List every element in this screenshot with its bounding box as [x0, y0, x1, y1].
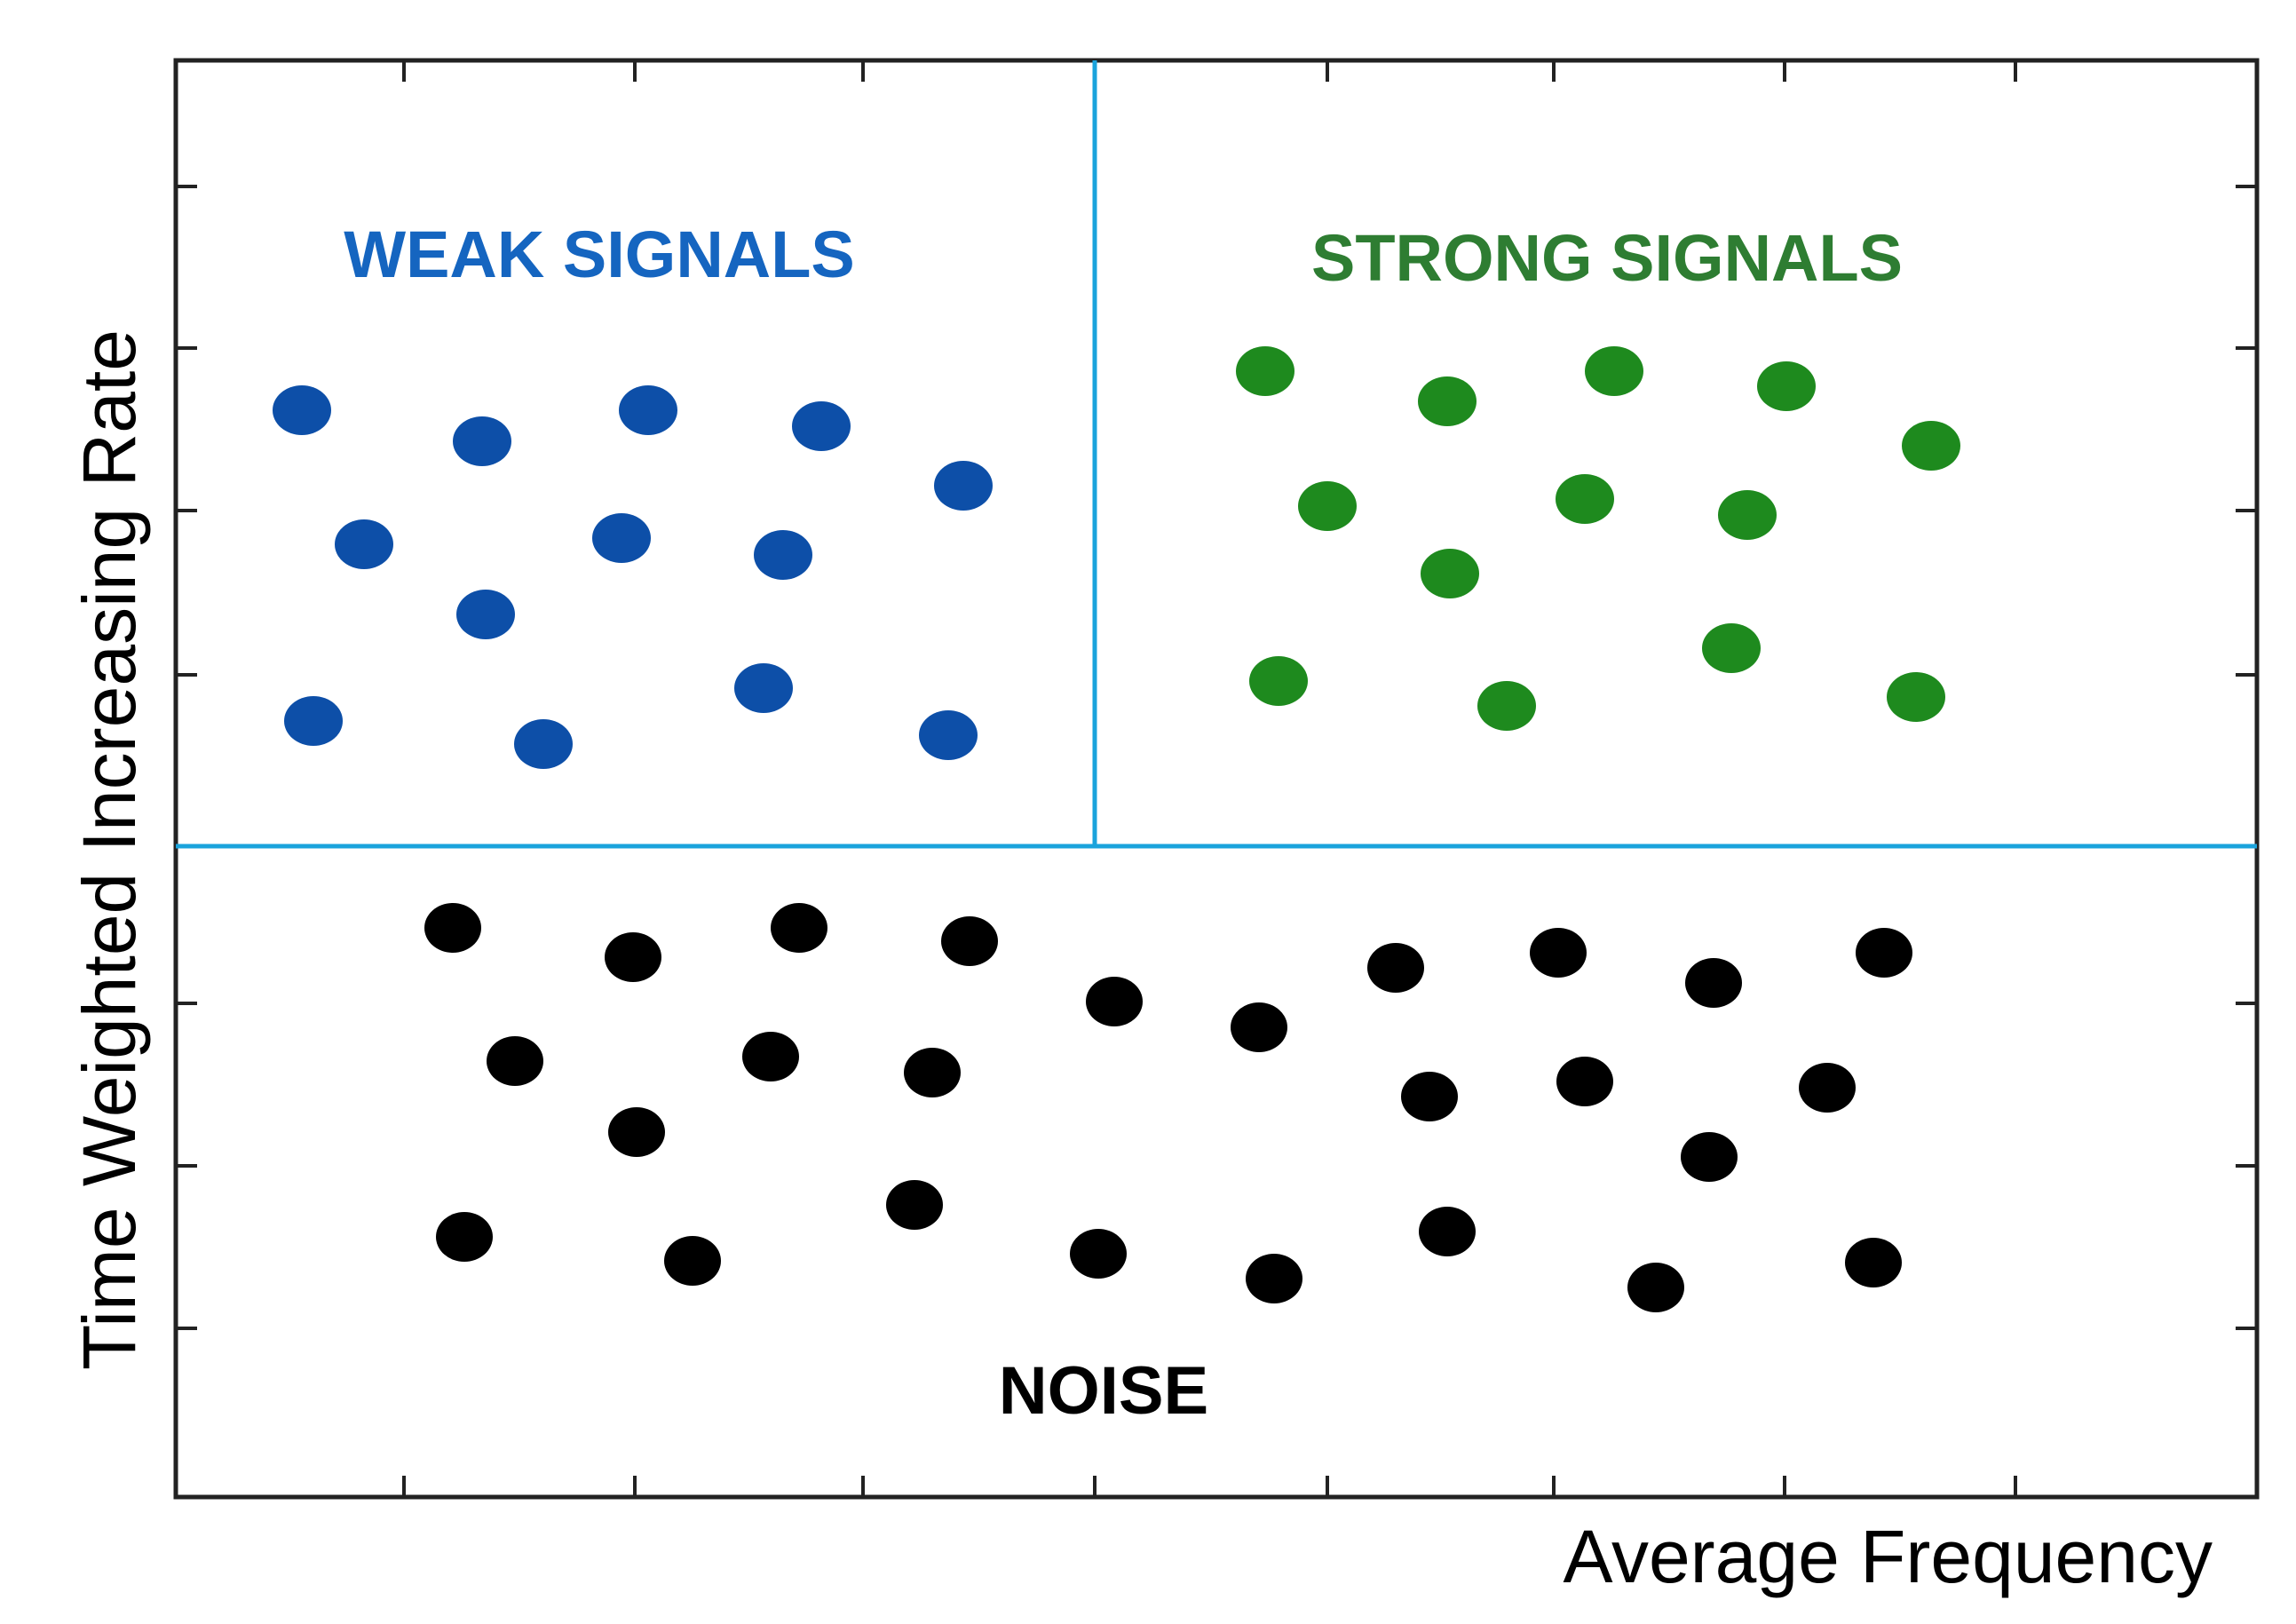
weak-signal-point: [273, 385, 331, 435]
strong-signal-point: [1887, 672, 1945, 722]
noise-point: [1401, 1072, 1458, 1121]
noise-point: [1419, 1207, 1476, 1256]
strong-signal-point: [1298, 481, 1357, 531]
noise-point: [1845, 1238, 1902, 1287]
strong-signal-point: [1718, 490, 1777, 540]
strong-signal-point: [1902, 421, 1960, 471]
weak-signal-point: [514, 719, 573, 769]
noise-point: [771, 903, 827, 953]
noise-point: [1556, 1057, 1613, 1106]
weak-signal-point: [754, 530, 812, 580]
strong-signal-point: [1556, 474, 1614, 524]
noise-point: [1086, 977, 1143, 1026]
weak-signal-point: [335, 519, 393, 569]
strong-signal-point: [1249, 656, 1308, 706]
noise-point: [1627, 1263, 1684, 1312]
noise-point: [1530, 928, 1587, 978]
noise-point: [605, 932, 661, 982]
noise-point: [1856, 928, 1912, 978]
strong-signals-label: STRONG SIGNALS: [1311, 221, 1903, 295]
strong-signal-point: [1236, 346, 1294, 396]
noise-point: [1367, 943, 1424, 993]
weak-signal-point: [592, 513, 651, 563]
noise-points: [424, 903, 1912, 1312]
noise-point: [608, 1107, 665, 1157]
noise-point: [886, 1180, 943, 1230]
x-axis-label: Average Frequency: [1563, 1515, 2213, 1598]
weak-signal-point: [792, 401, 851, 451]
strong-signal-point: [1702, 623, 1761, 673]
weak-signal-point: [456, 590, 515, 639]
strong-signal-point: [1757, 361, 1816, 411]
noise-point: [1685, 958, 1742, 1008]
noise-point: [1070, 1229, 1127, 1279]
noise-point: [436, 1212, 493, 1262]
plot-frame: [173, 58, 2260, 1500]
strong-signal-point: [1585, 346, 1643, 396]
weak-signal-point: [734, 663, 793, 713]
noise-point: [424, 903, 481, 953]
strong-signal-point: [1477, 681, 1536, 731]
noise-point: [1231, 1002, 1287, 1052]
y-axis-label: Time Weighted Increasing Rate: [67, 329, 151, 1370]
noise-point: [664, 1236, 721, 1286]
noise-point: [904, 1048, 961, 1097]
weak-signal-point: [453, 416, 511, 466]
weak-signal-point: [919, 710, 978, 760]
strong-signal-point: [1418, 376, 1477, 426]
noise-point: [941, 916, 998, 966]
weak-signal-point: [284, 696, 343, 746]
noise-point: [1246, 1254, 1302, 1303]
strong-signal-point: [1421, 549, 1479, 598]
weak-signals-label: WEAK SIGNALS: [344, 218, 855, 291]
weak-signal-point: [934, 461, 993, 511]
noise-point: [1799, 1063, 1856, 1113]
strong-signals-points: [1236, 346, 1960, 731]
noise-point: [1681, 1132, 1738, 1182]
noise-label: NOISE: [999, 1353, 1209, 1429]
weak-signal-point: [619, 385, 677, 435]
weak-signals-points: [273, 385, 993, 769]
noise-point: [742, 1032, 799, 1081]
noise-point: [487, 1036, 543, 1086]
